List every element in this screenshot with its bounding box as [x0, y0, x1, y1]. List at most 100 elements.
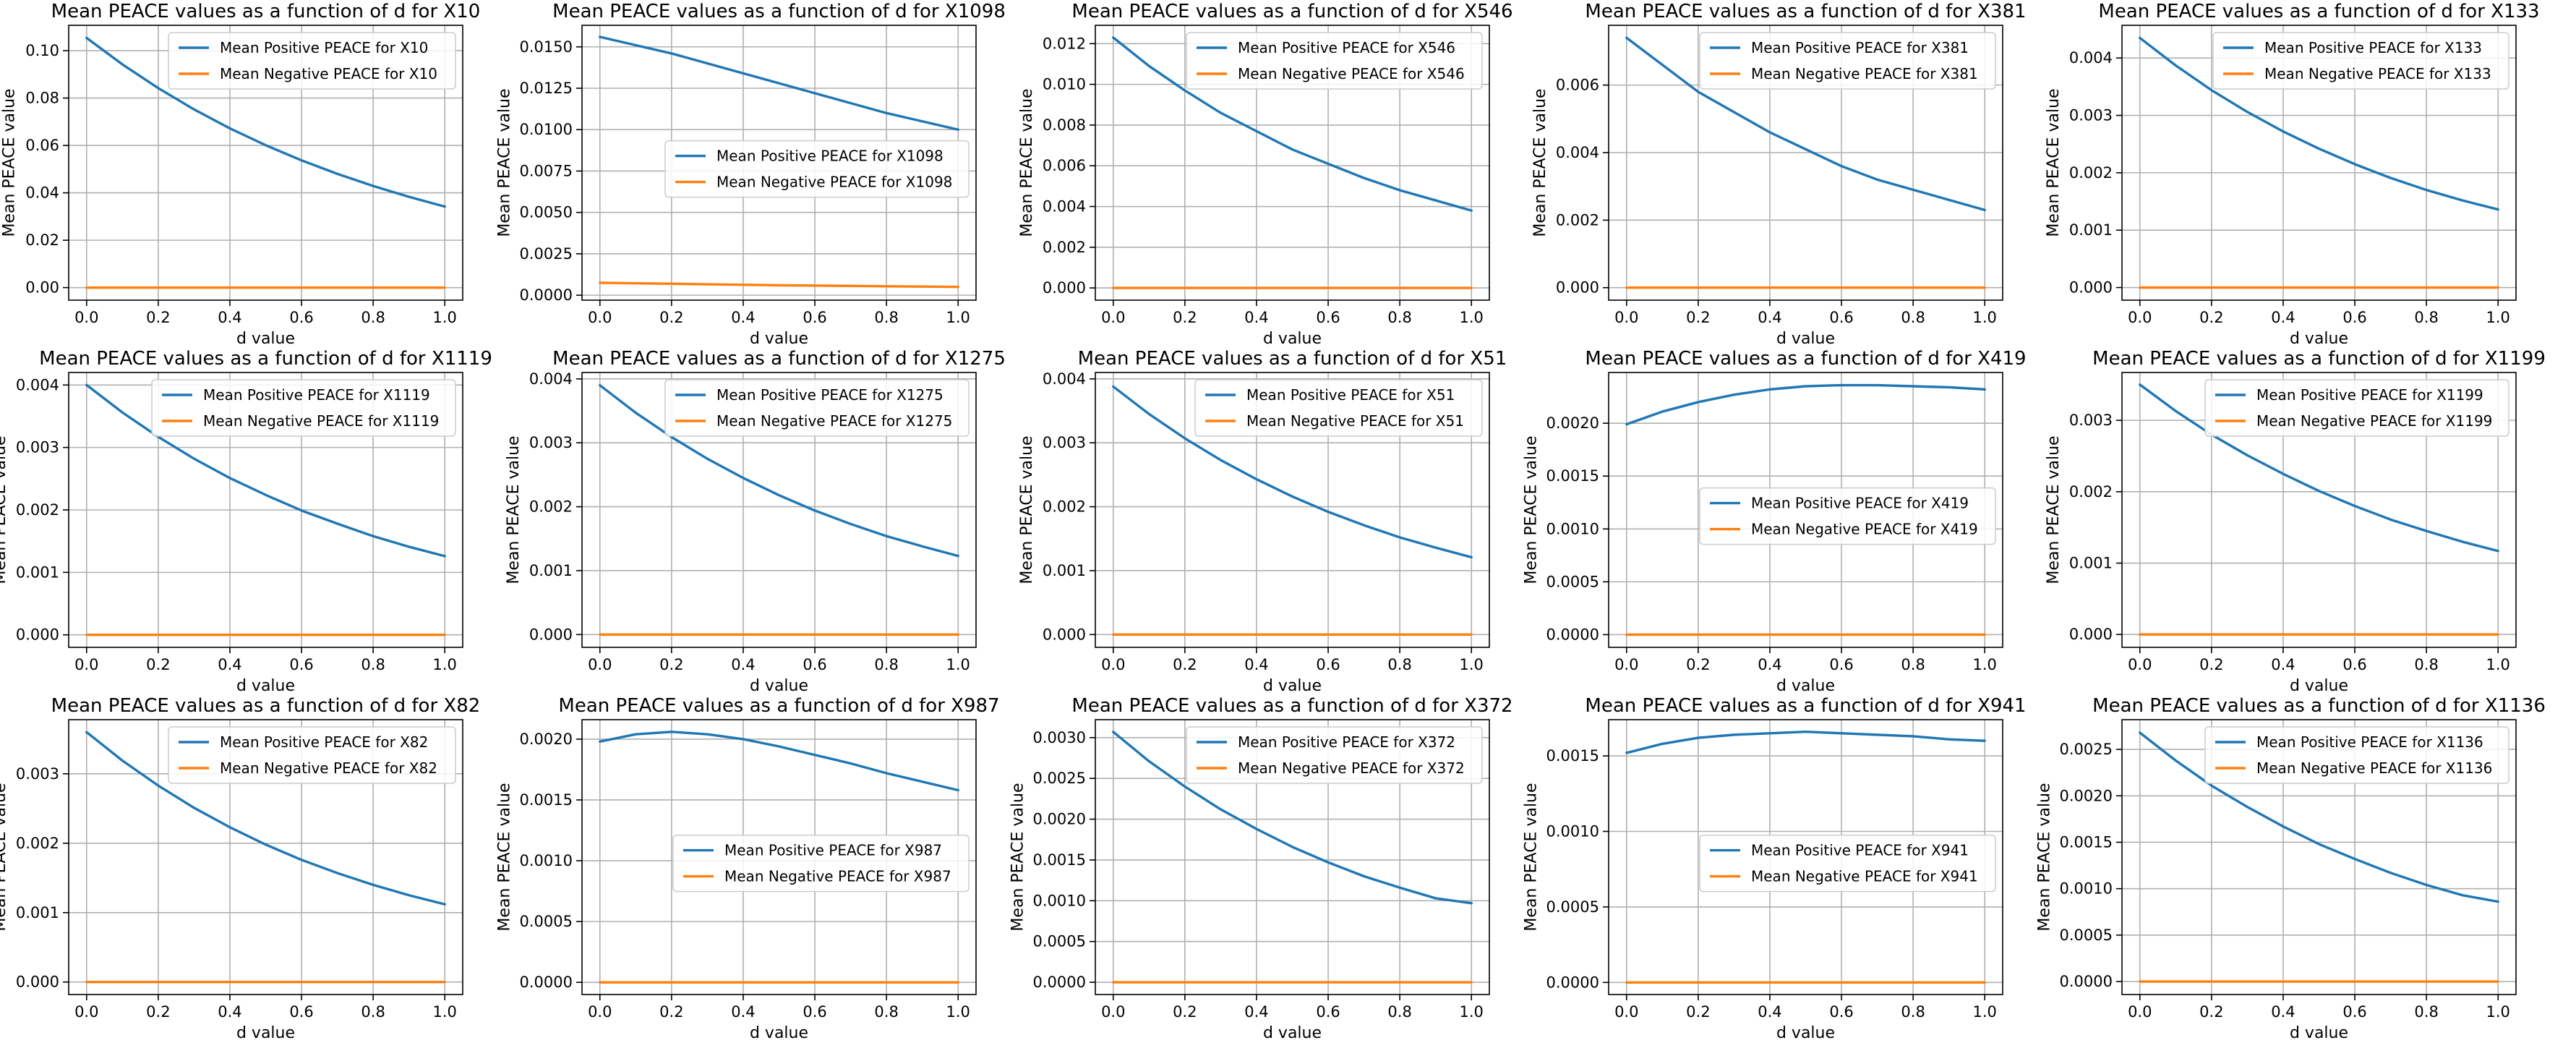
x-tick-label: 0.4 — [1244, 309, 1268, 326]
y-tick-label: 0.002 — [1043, 498, 1086, 516]
x-tick-label: 0.0 — [1101, 656, 1125, 673]
x-tick-label: 0.8 — [1901, 309, 1925, 326]
x-tick-label: 1.0 — [1460, 656, 1484, 673]
x-tick-label: 0.6 — [803, 656, 826, 673]
x-axis-label: d value — [750, 677, 808, 695]
y-tick-label: 0.002 — [1043, 239, 1086, 256]
y-tick-label: 0.0020 — [1546, 414, 1599, 432]
axes-frame — [1608, 719, 2003, 995]
x-tick-label: 0.2 — [1173, 656, 1197, 673]
legend-entry-label: Mean Negative PEACE for X1199 — [2256, 412, 2492, 430]
x-tick-label: 0.4 — [2271, 656, 2295, 673]
legend-entry-label: Mean Positive PEACE for X82 — [220, 733, 428, 751]
legend-entry-label: Mean Positive PEACE for X372 — [1238, 733, 1455, 751]
axes-frame — [1095, 25, 1490, 301]
chart-title: Mean PEACE values as a function of d for… — [552, 1, 1006, 22]
x-axis-label: d value — [750, 330, 808, 348]
legend-box — [168, 32, 456, 90]
y-tick-label: 0.004 — [1043, 198, 1086, 216]
x-tick-label: 0.6 — [1829, 309, 1853, 326]
x-tick-label: 0.2 — [659, 309, 683, 326]
y-tick-label: 0.0005 — [520, 913, 573, 930]
x-tick-label: 0.0 — [74, 309, 98, 326]
chart-title: Mean PEACE values as a function of d for… — [1585, 348, 2026, 370]
y-tick-label: 0.006 — [1556, 77, 1599, 94]
negative-series-line — [599, 281, 959, 289]
legend-box — [1699, 834, 1996, 893]
axes-frame — [2121, 719, 2517, 995]
subplot: 0.0 0.2 0.4 0.6 0.8 1.0 0.000 0.001 0.002 0.003 0.… — [2045, 1, 2540, 348]
axes-frame — [68, 719, 463, 995]
x-tick-label: 0.6 — [2342, 309, 2366, 326]
legend-box — [1186, 32, 1483, 90]
y-tick-label: 0.0005 — [1033, 933, 1086, 950]
legend-entry-label: Mean Positive PEACE for X381 — [1751, 39, 1969, 56]
x-tick-label: 0.4 — [731, 1003, 755, 1021]
y-tick-label: 0.006 — [1043, 157, 1086, 174]
subplot: 0.0 0.2 0.4 0.6 0.8 1.0 0.0000 0.0005 0.0010 0.00… — [2035, 695, 2545, 1042]
axes-frame — [581, 719, 977, 995]
y-tick-label: 0.0000 — [520, 974, 573, 991]
legend-entry-label: Mean Positive PEACE for X1119 — [203, 386, 430, 404]
y-tick-label: 0.0010 — [1546, 823, 1599, 840]
positive-series-line — [599, 731, 959, 792]
legend-entry-label: Mean Negative PEACE for X133 — [2264, 65, 2491, 82]
legend-entry-label: Mean Negative PEACE for X82 — [220, 759, 437, 777]
x-tick-label: 0.6 — [1316, 656, 1340, 673]
legend-entry-label: Mean Positive PEACE for X419 — [1751, 495, 1969, 512]
y-axis-label: Mean PEACE value — [1522, 783, 1540, 931]
positive-series-line — [2139, 36, 2499, 211]
legend-entry-label: Mean Positive PEACE for X51 — [1246, 386, 1455, 404]
x-tick-label: 0.2 — [1173, 1003, 1197, 1021]
x-tick-label: 0.2 — [1686, 656, 1710, 673]
x-tick-label: 1.0 — [433, 656, 457, 673]
x-axis-label: d value — [236, 677, 295, 695]
y-tick-label: 0.003 — [529, 434, 573, 451]
x-tick-label: 0.0 — [588, 656, 612, 673]
y-tick-label: 0.000 — [16, 974, 59, 991]
x-tick-label: 0.0 — [2128, 309, 2152, 326]
x-tick-label: 0.4 — [1758, 1003, 1781, 1021]
legend-box — [664, 379, 970, 437]
y-tick-label: 0.0125 — [520, 80, 573, 97]
x-axis-label: d value — [1776, 677, 1835, 695]
x-axis-label: d value — [2290, 330, 2348, 348]
y-tick-label: 0.004 — [16, 376, 59, 393]
legend: Mean Positive PEACE for X82 Mean Negative… — [168, 726, 456, 784]
y-tick-label: 0.000 — [1556, 279, 1599, 297]
y-tick-label: 0.04 — [25, 184, 59, 202]
chart-title: Mean PEACE values as a function of d for… — [51, 695, 481, 717]
y-tick-label: 0.08 — [25, 90, 59, 107]
x-axis-label: d value — [236, 1024, 295, 1042]
legend-entry-label: Mean Negative PEACE for X51 — [1246, 412, 1464, 430]
x-tick-label: 0.0 — [1614, 1003, 1638, 1021]
x-axis-label: d value — [236, 330, 295, 348]
positive-series-line — [1625, 731, 1986, 754]
legend: Mean Positive PEACE for X372 Mean Negativ… — [1186, 726, 1483, 784]
x-tick-label: 0.8 — [874, 656, 898, 673]
x-axis-label: d value — [1263, 1024, 1322, 1042]
y-tick-label: 0.0000 — [520, 286, 573, 304]
x-tick-label: 0.8 — [1387, 309, 1411, 326]
x-tick-label: 0.8 — [2414, 656, 2438, 673]
positive-series-line — [1112, 731, 1473, 905]
axes-frame — [1095, 372, 1490, 648]
x-tick-label: 0.2 — [2199, 309, 2223, 326]
y-axis-label: Mean PEACE value — [1531, 88, 1549, 237]
positive-series-line — [2139, 383, 2499, 553]
y-axis-label: Mean PEACE value — [2045, 435, 2063, 584]
legend: Mean Positive PEACE for X1136 Mean Negati… — [2204, 726, 2509, 784]
y-tick-label: 0.003 — [16, 765, 59, 783]
x-tick-label: 0.0 — [74, 1003, 98, 1021]
subplot: 0.0 0.2 0.4 0.6 0.8 1.0 0.0000 0.0005 0.0010 0.00… — [1522, 348, 2026, 695]
y-tick-label: 0.001 — [529, 562, 573, 579]
legend: Mean Positive PEACE for X1098 Mean Negati… — [664, 140, 970, 198]
subplot: 0.0 0.2 0.4 0.6 0.8 1.0 0.000 0.001 0.002 0.003 0.… — [0, 348, 492, 695]
y-tick-label: 0.002 — [1556, 211, 1599, 229]
x-tick-label: 0.8 — [874, 309, 898, 326]
x-tick-label: 0.6 — [289, 309, 313, 326]
x-axis-label: d value — [750, 1024, 808, 1042]
y-tick-label: 0.0025 — [520, 245, 573, 263]
chart-title: Mean PEACE values as a function of d for… — [1071, 1, 1512, 22]
